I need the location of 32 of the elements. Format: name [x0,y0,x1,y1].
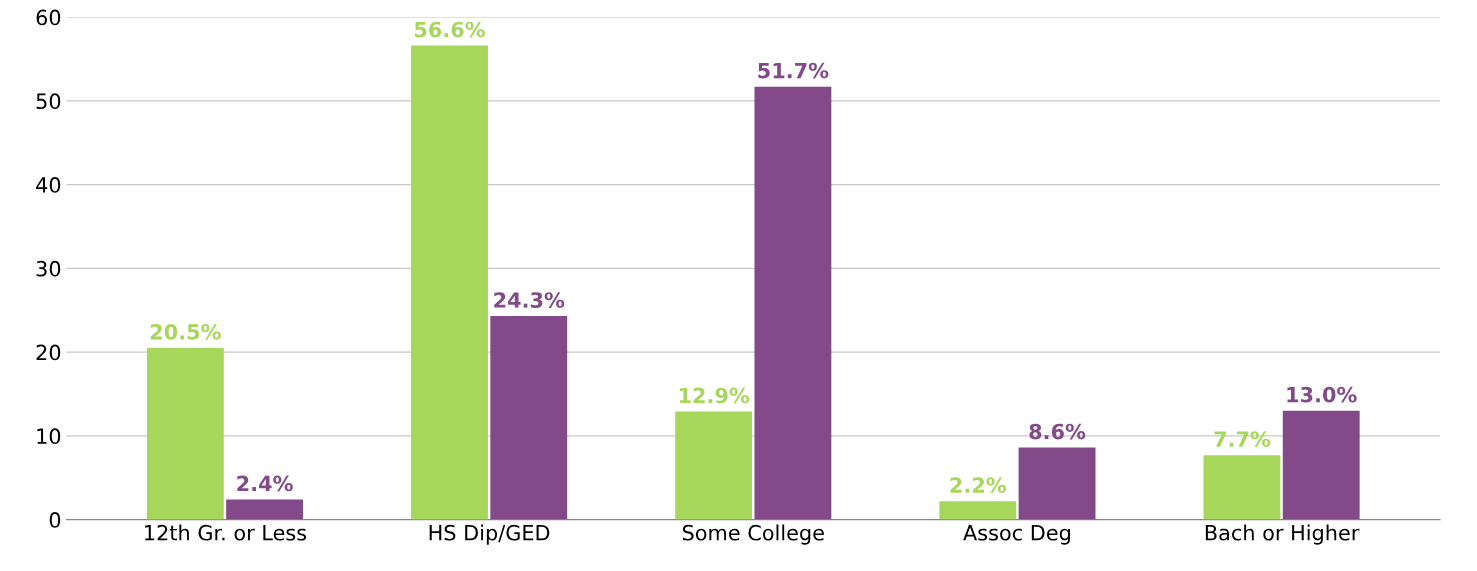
x-tick-label: HS Dip/GED [429,524,550,545]
y-tick-label: 60 [36,9,61,26]
data-label: 7.7% [1214,431,1271,447]
data-label: 2.4% [237,475,293,492]
x-tick-label: Assoc Deg [963,525,1070,545]
bar [754,86,832,520]
y-tick-label: 10 [37,428,61,445]
bar [411,45,488,520]
data-label: 8.6% [1029,423,1086,440]
data-label: 51.7% [758,62,829,79]
bar [939,501,1017,520]
data-label: 13.0% [1287,386,1357,403]
y-tick-label: 30 [36,260,61,277]
bar [1018,447,1096,520]
y-tick-label: 20 [36,344,61,361]
bar [1203,455,1281,520]
bar [490,316,568,520]
x-tick-label: Bach or Higher [1205,524,1360,545]
data-label: 12.9% [679,387,750,404]
y-tick-label: 0 [49,512,61,528]
y-tick-label: 40 [36,177,61,193]
x-tick-label: Some College [682,524,824,545]
x-tick-label: 12th Gr. or Less [145,524,307,541]
bar [675,411,753,520]
data-label: 56.6% [414,21,485,38]
bar [1282,410,1360,520]
bar [146,347,224,520]
bar [226,499,304,520]
data-label: 20.5% [150,323,221,340]
y-tick-label: 50 [36,93,61,110]
data-label: 2.2% [950,477,1007,493]
data-label: 24.3% [494,292,565,308]
